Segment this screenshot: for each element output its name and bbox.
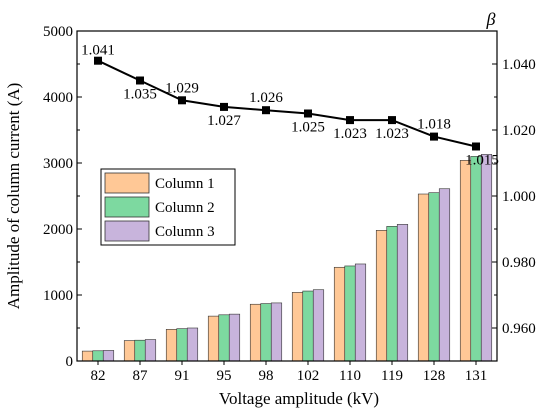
legend-swatch (104, 172, 150, 194)
y-axis-label: Amplitude of column current (A) (4, 83, 23, 310)
beta-data-label: 1.015 (465, 153, 499, 169)
beta-point (304, 109, 312, 118)
beta-point (346, 116, 354, 125)
bars-layer (81, 154, 493, 362)
legend: Column 1 Column 2 Column 3 (100, 168, 236, 246)
y2-tick-label: 0.960 (502, 321, 536, 337)
beta-line-layer: 1.041 1.035 1.029 1.027 1.026 1.025 1.023 1.023… (81, 43, 499, 169)
bar-column-3-128 (438, 188, 451, 362)
bar-column-1-128 (417, 193, 430, 362)
bar-column-2-128 (428, 192, 440, 362)
bar-column-1-119 (375, 230, 388, 362)
beta-data-label: 1.041 (81, 43, 115, 59)
beta-point (430, 132, 438, 141)
x-tick-label: 110 (339, 368, 361, 384)
bar-column-3-119 (396, 224, 409, 362)
bar-column-1-110 (333, 266, 346, 362)
bar-column-3-82 (102, 350, 115, 362)
bar-column-1-95 (207, 315, 220, 362)
beta-data-label: 1.023 (333, 126, 367, 142)
bar-column-3-91 (186, 327, 199, 362)
beta-point (136, 76, 144, 85)
x-tick-label: 128 (423, 368, 446, 384)
beta-data-label: 1.026 (249, 90, 283, 106)
legend-swatch (104, 220, 150, 242)
bar-column-2-98 (260, 303, 272, 362)
bar-column-2-82 (92, 350, 104, 362)
y-tick-label: 4000 (43, 90, 73, 106)
x-tick-label: 102 (297, 368, 320, 384)
bar-column-2-95 (218, 314, 230, 362)
bar-column-3-98 (270, 302, 283, 362)
y-tick-label: 1000 (43, 288, 73, 304)
y2-tick-label: 0.980 (502, 255, 536, 271)
x-tick-label: 82 (91, 368, 106, 384)
y-tick-label: 0 (66, 354, 74, 370)
x-tick-label: 95 (217, 368, 232, 384)
bar-column-1-87 (123, 340, 136, 362)
bar-column-2-119 (386, 226, 398, 362)
bar-column-1-82 (81, 350, 94, 362)
beta-data-label: 1.023 (375, 126, 409, 142)
bar-column-3-110 (354, 263, 367, 362)
legend-label: Column 2 (155, 200, 215, 216)
bar-column-3-131 (480, 154, 493, 362)
y-tick-label: 3000 (43, 156, 73, 172)
legend-swatch (104, 196, 150, 218)
y2-tick-label: 1.040 (502, 57, 536, 73)
bar-column-2-131 (470, 156, 482, 362)
legend-label: Column 3 (155, 224, 215, 240)
legend-label: Column 1 (155, 176, 215, 192)
bar-column-2-87 (134, 339, 146, 362)
beta-data-label: 1.029 (165, 80, 199, 96)
y-tick-label: 5000 (43, 24, 73, 40)
beta-point (262, 106, 270, 115)
x-axis-label: Voltage amplitude (kV) (219, 389, 379, 408)
bar-column-1-102 (291, 292, 304, 362)
beta-point (388, 116, 396, 125)
beta-series-line (97, 59, 477, 148)
bar-column-1-91 (165, 329, 178, 362)
bar-column-2-110 (344, 265, 356, 362)
x-tick-label: 98 (259, 368, 274, 384)
beta-point (94, 56, 102, 65)
y2-axis-label: β (486, 9, 496, 29)
bar-column-3-95 (228, 313, 241, 362)
beta-data-label: 1.018 (417, 117, 451, 133)
bar-column-2-91 (176, 328, 188, 362)
beta-point (472, 142, 480, 151)
bar-column-3-102 (312, 289, 325, 362)
y2-tick-label: 1.020 (502, 123, 536, 139)
bar-column-1-131 (459, 160, 472, 362)
x-tick-label: 119 (381, 368, 403, 384)
axes-layer: 0 1000 2000 3000 4000 5000 0.960 0.980 1.000 1.02… (43, 24, 536, 384)
beta-point (220, 102, 228, 111)
y-tick-label: 2000 (43, 222, 73, 238)
beta-point (178, 96, 186, 105)
bar-column-3-87 (144, 339, 157, 362)
x-tick-label: 91 (175, 368, 190, 384)
x-tick-label: 131 (465, 368, 488, 384)
beta-data-label: 1.035 (123, 87, 157, 103)
x-tick-label: 87 (133, 368, 149, 384)
beta-data-label: 1.027 (207, 113, 241, 129)
beta-data-label: 1.025 (291, 120, 325, 136)
bar-column-2-102 (302, 290, 314, 362)
y2-tick-label: 1.000 (502, 189, 536, 205)
bar-column-1-98 (249, 303, 262, 362)
